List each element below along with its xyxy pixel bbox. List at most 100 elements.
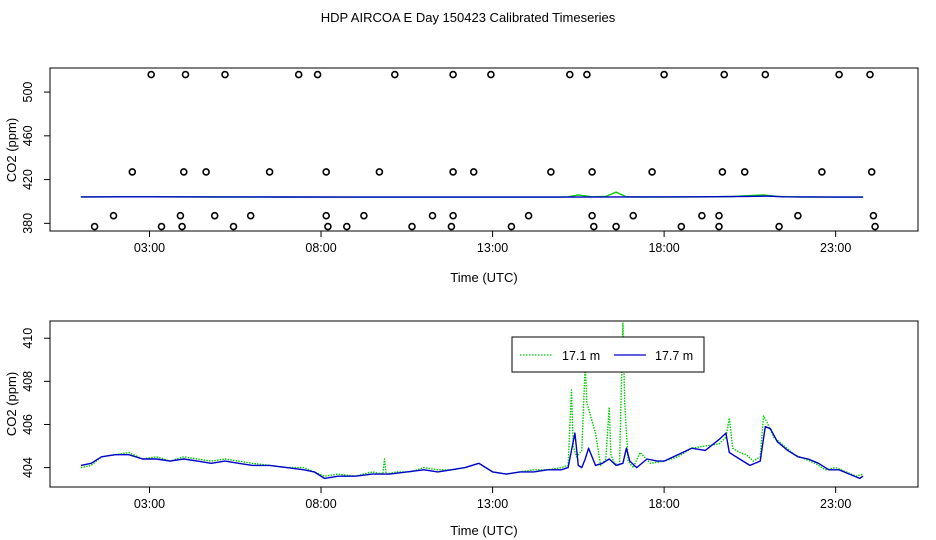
- bottom-x-tick-label: 03:00: [134, 497, 165, 511]
- top-data-point: [487, 70, 495, 79]
- top-x-ticks: 03:00 08:00 13:00 18:00 23:00: [134, 231, 851, 255]
- top-data-point: [740, 168, 749, 176]
- top-data-point: [90, 222, 99, 231]
- top-data-point: [360, 211, 368, 220]
- bottom-x-axis-label: Time (UTC): [450, 523, 517, 538]
- top-points: [90, 70, 879, 231]
- top-data-point: [322, 168, 331, 176]
- bottom-y-tick-label: 408: [21, 371, 35, 392]
- bottom-x-ticks: 03:00 08:00 13:00 18:00 23:00: [134, 487, 851, 511]
- top-data-point: [794, 211, 802, 220]
- top-y-tick-label: 460: [21, 125, 35, 146]
- top-y-tick-label: 380: [21, 213, 35, 234]
- top-y-axis-label: CO2 (ppm): [4, 118, 19, 182]
- top-y-tick-label: 500: [21, 82, 35, 103]
- bottom-y-tick-label: 406: [21, 414, 35, 435]
- figure-title: HDP AIRCOA E Day 150423 Calibrated Times…: [321, 10, 616, 25]
- bottom-y-tick-label: 410: [21, 328, 35, 349]
- top-data-point: [221, 70, 229, 79]
- top-series: [80, 191, 864, 198]
- top-data-point: [181, 70, 190, 79]
- top-data-point: [176, 211, 185, 220]
- top-data-point: [449, 211, 457, 220]
- bottom-y-tick-label: 404: [21, 457, 35, 478]
- top-data-point: [313, 70, 322, 79]
- bottom-chart: 03:00 08:00 13:00 18:00 23:00 404 406 408 410 1…: [4, 320, 919, 538]
- top-x-tick-label: 03:00: [134, 241, 165, 255]
- top-data-point: [324, 222, 332, 231]
- top-data-point: [408, 222, 416, 231]
- top-x-tick-label: 08:00: [305, 241, 336, 255]
- top-data-point: [869, 211, 878, 220]
- top-data-point: [867, 168, 876, 176]
- bottom-x-tick-label: 18:00: [648, 497, 679, 511]
- bottom-x-tick-label: 13:00: [477, 497, 508, 511]
- bottom-plot-frame: [49, 320, 919, 488]
- legend-label-17-7: 17.7 m: [655, 349, 693, 363]
- top-x-tick-label: 18:00: [648, 241, 679, 255]
- top-data-point: [246, 211, 255, 220]
- top-y-ticks: 380 420 460 500: [21, 82, 50, 234]
- bottom-series-line-17-1-m: [80, 322, 864, 477]
- bottom-series-line-17-7-m: [80, 425, 864, 480]
- top-data-point: [469, 168, 478, 176]
- top-data-point: [390, 70, 399, 79]
- bottom-series: [80, 322, 864, 480]
- bottom-x-tick-label: 08:00: [305, 497, 336, 511]
- top-data-point: [202, 168, 210, 176]
- legend-label-17-1: 17.1 m: [562, 349, 600, 363]
- top-x-tick-label: 23:00: [820, 241, 851, 255]
- top-x-axis-label: Time (UTC): [450, 270, 517, 285]
- top-data-point: [265, 168, 274, 176]
- top-data-point: [157, 222, 166, 231]
- bottom-y-axis-label: CO2 (ppm): [4, 372, 19, 436]
- top-data-point: [294, 70, 303, 79]
- top-data-point: [629, 211, 638, 220]
- top-data-point: [583, 70, 591, 79]
- top-data-point: [588, 168, 596, 176]
- top-data-point: [715, 211, 723, 220]
- top-data-point: [648, 168, 656, 176]
- top-data-point: [835, 70, 843, 79]
- top-data-point: [720, 70, 729, 79]
- top-data-point: [589, 222, 598, 231]
- top-chart: 03:00 08:00 13:00 18:00 23:00 380 420 460 500 T…: [4, 67, 919, 285]
- top-data-point: [180, 168, 188, 176]
- top-series-line-1: [80, 195, 864, 198]
- bottom-x-tick-label: 23:00: [820, 497, 851, 511]
- top-data-point: [775, 222, 783, 231]
- top-data-point: [612, 222, 620, 231]
- top-data-point: [677, 222, 686, 231]
- top-data-point: [342, 222, 351, 231]
- top-y-tick-label: 420: [21, 169, 35, 190]
- top-data-point: [229, 222, 238, 231]
- top-data-point: [322, 211, 331, 220]
- top-data-point: [449, 70, 457, 79]
- top-data-point: [761, 70, 770, 79]
- top-data-point: [660, 70, 668, 79]
- top-data-point: [588, 211, 596, 220]
- top-data-point: [547, 168, 555, 176]
- top-data-point: [178, 222, 186, 231]
- top-data-point: [128, 168, 137, 176]
- bottom-y-ticks: 404 406 408 410: [21, 328, 50, 478]
- top-data-point: [449, 168, 457, 176]
- top-data-point: [507, 222, 516, 231]
- top-data-point: [565, 70, 574, 79]
- top-data-point: [818, 168, 826, 176]
- top-data-point: [109, 211, 118, 220]
- top-data-point: [147, 70, 155, 79]
- top-data-point: [866, 70, 874, 79]
- top-data-point: [447, 222, 456, 231]
- top-data-point: [428, 211, 437, 220]
- top-data-point: [375, 168, 384, 176]
- top-data-point: [698, 211, 706, 220]
- top-data-point: [715, 222, 723, 231]
- top-x-tick-label: 13:00: [477, 241, 508, 255]
- legend: 17.1 m 17.7 m: [511, 336, 705, 373]
- top-data-point: [524, 211, 533, 220]
- top-data-point: [718, 168, 727, 176]
- top-data-point: [210, 211, 219, 220]
- top-plot-frame: [49, 67, 919, 232]
